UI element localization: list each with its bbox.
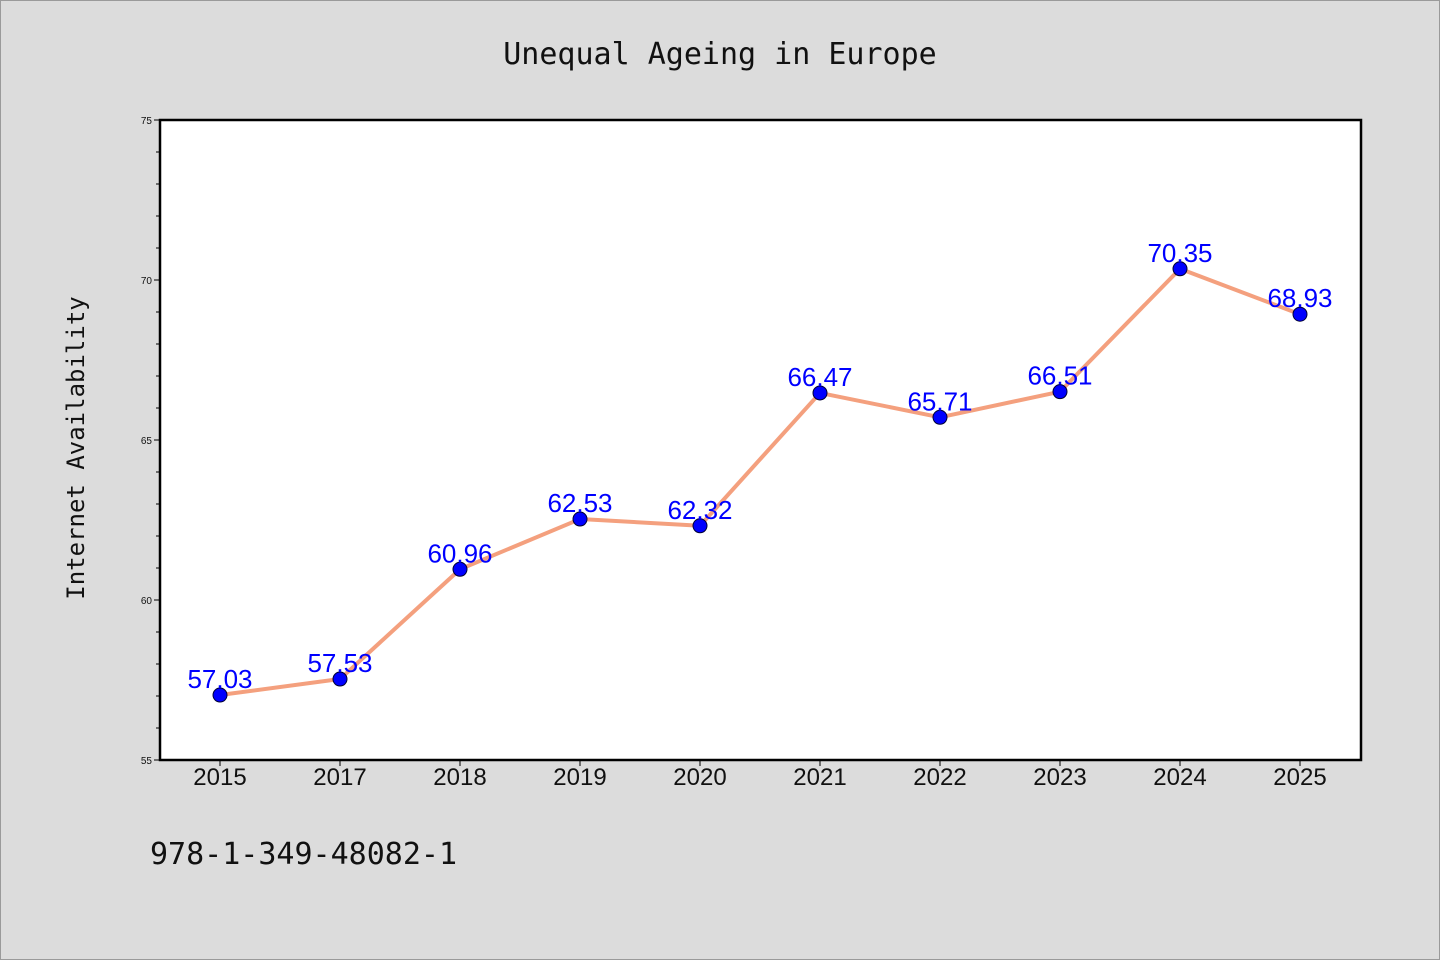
y-axis-ticks: 55 60 65 70 75 (141, 116, 160, 767)
y-tick-label: 60 (141, 596, 153, 607)
y-tick-label: 75 (141, 116, 153, 127)
data-point-marker (452, 561, 468, 577)
x-tick-label: 2019 (553, 764, 606, 791)
y-tick-label: 70 (141, 276, 153, 287)
chart-title: Unequal Ageing in Europe (503, 37, 936, 72)
data-label: 66.51 (1027, 361, 1092, 391)
y-axis-label: Internet Availability (62, 296, 90, 599)
x-tick-label: 2021 (793, 764, 846, 791)
x-tick-label: 2024 (1153, 764, 1206, 791)
data-point-marker (1172, 261, 1188, 277)
data-point-marker (572, 511, 588, 527)
data-point-marker (212, 687, 228, 703)
footnote-isbn: 978-1-349-48082-1 (150, 837, 457, 872)
data-label: 66.47 (787, 362, 852, 392)
data-point-marker (332, 671, 348, 687)
data-labels: 57.03 57.53 60.96 62.53 62.32 66.47 65.71 66.51… (187, 238, 1332, 694)
data-markers (212, 261, 1308, 703)
data-point-marker (1292, 306, 1308, 322)
x-tick-label: 2025 (1273, 764, 1326, 791)
data-point-marker (692, 518, 708, 534)
x-tick-label: 2017 (313, 764, 366, 791)
data-label: 60.96 (427, 538, 492, 568)
x-tick-label: 2015 (193, 764, 246, 791)
data-point-marker (932, 409, 948, 425)
series-line-group (218, 266, 1302, 698)
data-label: 57.53 (307, 648, 372, 678)
data-point-marker (812, 385, 828, 401)
x-tick-label: 2023 (1033, 764, 1086, 791)
data-label: 57.03 (187, 664, 252, 694)
x-tick-label: 2018 (433, 764, 486, 791)
x-tick-label: 2022 (913, 764, 966, 791)
data-point-marker (1052, 384, 1068, 400)
y-tick-label: 65 (141, 436, 153, 447)
series-line (218, 266, 1302, 698)
x-tick-label: 2020 (673, 764, 726, 791)
y-tick-label: 55 (141, 756, 153, 767)
plot-area (158, 118, 1363, 762)
data-label: 70.35 (1147, 238, 1212, 268)
data-label: 62.53 (547, 488, 612, 518)
x-axis-ticks: 2015 2017 2018 2019 2020 2021 2022 2023 2024 2025 (193, 760, 1327, 791)
data-label: 65.71 (907, 386, 972, 416)
data-label: 62.32 (667, 495, 732, 525)
data-label: 68.93 (1267, 283, 1332, 313)
